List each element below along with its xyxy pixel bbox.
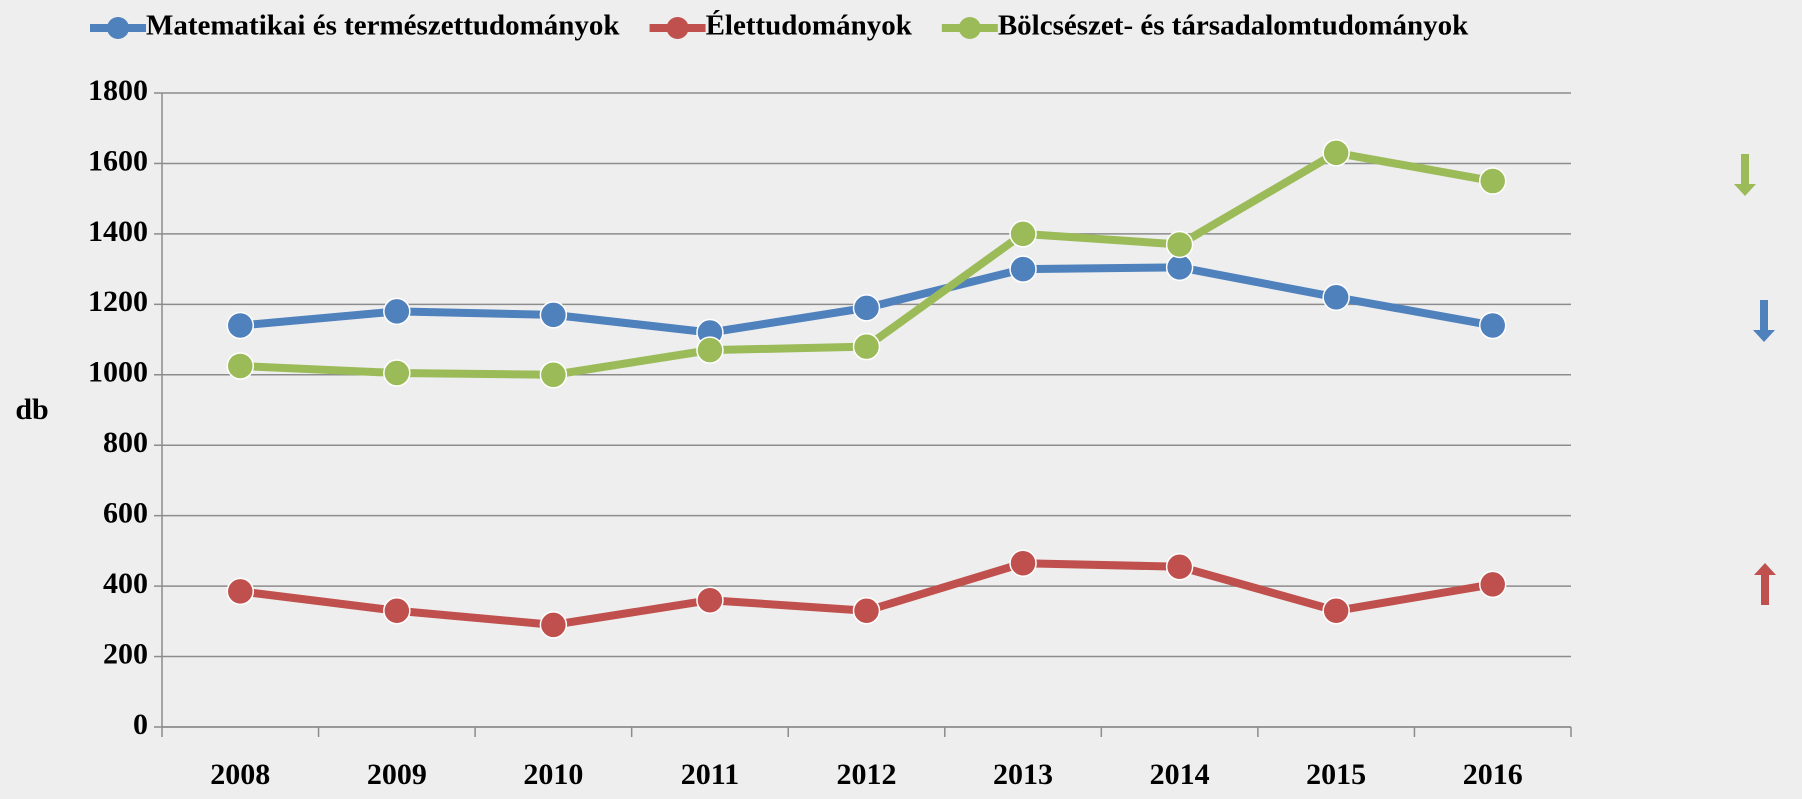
data-point [1322,283,1350,312]
data-point [852,597,881,625]
y-tick-label: 1000 [88,356,148,389]
arrow-down [1734,154,1756,196]
data-point [1009,549,1037,577]
data-point [539,611,568,639]
x-tick-label: 2012 [837,758,897,791]
data-point [226,577,255,606]
x-tick-label: 2009 [367,758,427,791]
x-tick-label: 2011 [681,758,739,791]
y-tick-label: 1600 [88,144,148,177]
data-point [696,586,724,614]
x-tick-label: 2008 [210,758,270,791]
y-tick-label: 400 [103,567,148,600]
x-tick-label: 2015 [1306,758,1366,791]
data-point [852,332,881,361]
y-tick-label: 1800 [88,74,148,107]
y-tick-label: 0 [133,708,148,741]
data-point [852,294,881,322]
x-tick-label: 2014 [1150,758,1210,791]
legend-label: Bölcsészet- és társadalomtudományok [998,10,1469,42]
arrow-up [1754,563,1776,605]
data-point [696,336,724,364]
data-point [1165,230,1194,259]
x-tick-label: 2016 [1463,758,1523,791]
y-tick-label: 800 [103,426,148,459]
y-tick-label: 200 [103,637,148,670]
legend-marker [666,17,689,39]
data-point [1478,311,1507,340]
y-tick-label: 600 [103,497,148,530]
data-point [383,297,411,326]
data-point [1009,255,1037,283]
x-tick-label: 2013 [993,758,1053,791]
legend-item: Matematikai és természettudományok [90,10,620,42]
legend-label: Élettudományok [706,9,913,42]
data-point [1322,139,1350,167]
y-axis-label: db [15,393,48,426]
legend-item: Élettudományok [649,9,913,42]
legend-label: Matematikai és természettudományok [146,10,620,42]
legend-item: Bölcsészet- és társadalomtudományok [941,10,1469,42]
data-point [1165,253,1194,282]
data-point [1478,570,1507,599]
data-point [226,352,255,380]
legend-marker [107,17,129,39]
arrow-down [1753,300,1775,342]
x-tick-label: 2010 [523,758,583,791]
legend-marker [958,17,981,39]
data-point [1165,552,1194,581]
data-point [1478,167,1507,195]
data-point [539,301,568,329]
data-point [1322,597,1350,625]
data-point [226,311,255,340]
data-point [383,359,411,387]
data-point [1009,220,1037,248]
data-point [383,597,411,625]
data-point [539,361,568,389]
trend-arrows [1734,154,1776,605]
legend: Matematikai és természettudományok Élettu… [90,9,1469,42]
y-tick-label: 1200 [88,285,148,318]
y-tick-label: 1400 [88,215,148,248]
